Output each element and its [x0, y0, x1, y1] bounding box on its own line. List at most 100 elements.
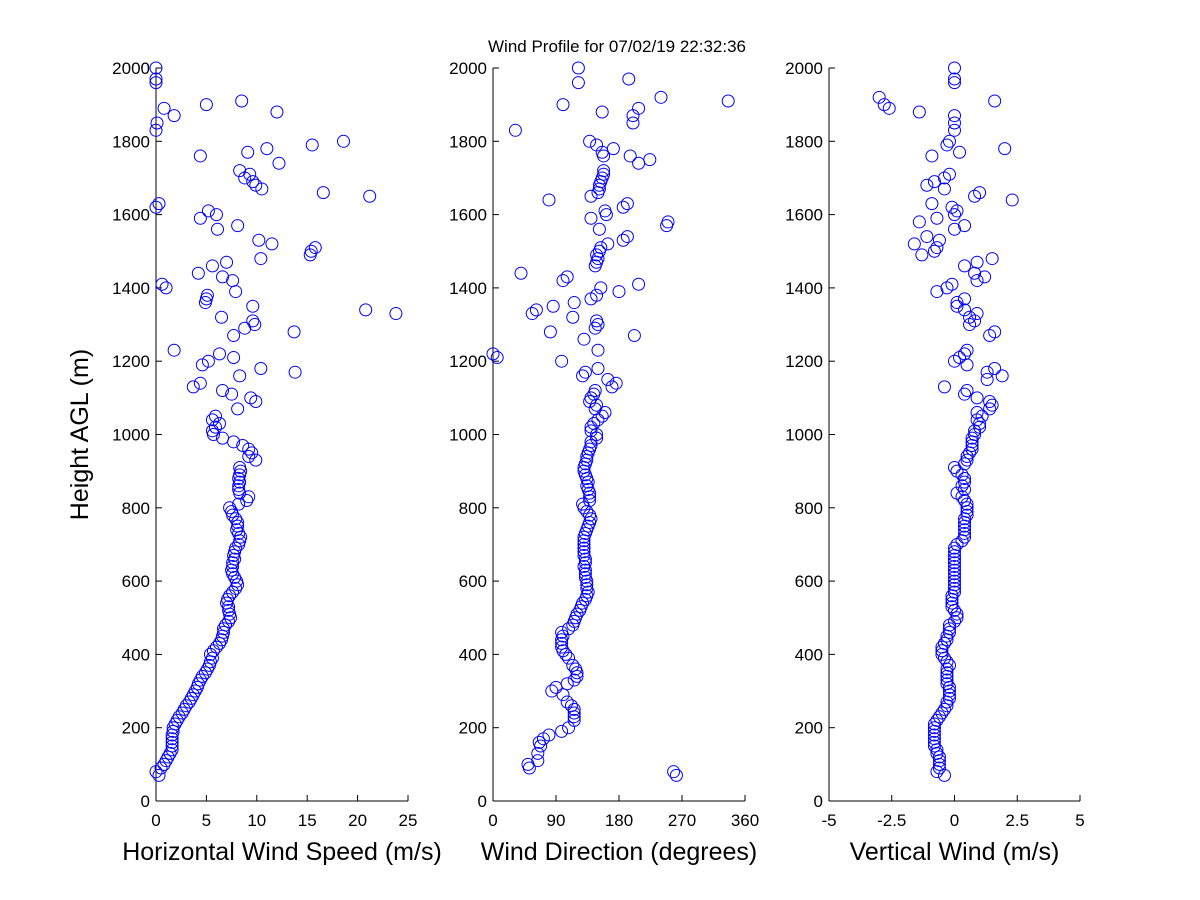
x-axis-label: Wind Direction (degrees) — [481, 838, 758, 866]
data-point — [950, 607, 964, 621]
data-point — [490, 351, 504, 365]
data-point — [590, 248, 604, 262]
panel-vertical-wind: 0 200 400 600 800 1000 1200 1400 1600 1800 2000 -5 -… — [785, 59, 1085, 866]
y-tick-label: 2000 — [785, 59, 823, 78]
data-point — [927, 735, 941, 749]
data-point — [225, 504, 239, 518]
data-point — [948, 614, 961, 628]
data-point — [193, 673, 207, 687]
data-point — [632, 156, 646, 170]
data-point — [948, 585, 961, 599]
data-point — [576, 369, 590, 383]
data-point — [580, 581, 594, 595]
y-tick-label: 1800 — [785, 132, 823, 151]
data-point — [948, 552, 961, 566]
data-point — [556, 98, 570, 112]
data-point — [231, 219, 245, 233]
data-point — [154, 761, 168, 775]
data-point — [970, 274, 984, 288]
data-point — [915, 248, 929, 262]
x-tick-label: 15 — [298, 811, 317, 830]
data-point — [595, 105, 609, 119]
data-point — [222, 600, 236, 614]
data-point — [597, 164, 611, 178]
data-point — [927, 717, 941, 731]
data-point — [166, 721, 180, 735]
data-point — [955, 479, 969, 493]
data-point — [948, 460, 961, 474]
data-point — [667, 765, 681, 779]
data-point — [304, 244, 318, 258]
data-point — [231, 402, 245, 416]
data-point — [958, 292, 972, 306]
data-point — [578, 570, 592, 584]
data-point — [940, 677, 954, 691]
data-point — [937, 636, 951, 650]
data-point — [216, 431, 230, 445]
data-point — [229, 581, 243, 595]
figure-title: Wind Profile for 07/02/19 22:32:36 — [488, 37, 746, 56]
data-point — [246, 299, 260, 313]
data-point — [1005, 193, 1019, 207]
data-point — [232, 526, 246, 540]
data-point — [200, 662, 214, 676]
data-point — [960, 508, 974, 522]
data-point — [973, 186, 987, 200]
data-point — [930, 765, 944, 779]
data-point — [222, 603, 236, 617]
x-tick-label: 5 — [1075, 811, 1084, 830]
data-point — [209, 208, 223, 222]
data-point — [193, 149, 207, 163]
y-tick-label: 1400 — [449, 279, 487, 298]
data-point — [960, 384, 974, 398]
data-point — [953, 145, 967, 159]
data-point — [940, 138, 954, 152]
data-point — [584, 211, 598, 225]
data-point — [577, 537, 591, 551]
data-point — [571, 76, 585, 90]
data-point — [521, 757, 535, 771]
data-point — [200, 288, 214, 302]
data-point — [287, 325, 301, 339]
data-point — [175, 706, 189, 720]
y-tick-label: 400 — [795, 645, 823, 664]
data-point — [235, 94, 249, 108]
data-point — [221, 592, 235, 606]
x-tick-label: 0 — [950, 811, 959, 830]
data-point — [542, 728, 556, 742]
data-point — [948, 76, 961, 90]
data-point — [208, 420, 222, 434]
x-axis-label: Horizontal Wind Speed (m/s) — [122, 838, 442, 866]
data-point — [970, 307, 984, 321]
data-point — [960, 497, 974, 511]
data-point — [942, 658, 956, 672]
data-point — [950, 611, 964, 625]
data-point — [210, 222, 224, 236]
data-point — [226, 559, 240, 573]
data-point — [223, 589, 237, 603]
data-point — [948, 570, 961, 584]
y-tick-label: 1200 — [449, 352, 487, 371]
data-point — [948, 208, 961, 222]
data-point — [556, 688, 570, 702]
data-point — [948, 581, 961, 595]
data-point — [198, 666, 212, 680]
data-point — [184, 691, 198, 705]
data-point — [288, 365, 302, 379]
data-point — [159, 281, 173, 295]
data-point — [233, 369, 247, 383]
data-point — [249, 453, 263, 467]
data-point — [260, 142, 274, 156]
y-tick-label: 1000 — [785, 426, 823, 445]
data-point — [958, 493, 972, 507]
data-point — [555, 636, 569, 650]
data-point — [252, 233, 266, 247]
y-tick-label: 1600 — [785, 206, 823, 225]
data-point — [149, 72, 163, 86]
data-point — [980, 373, 994, 387]
data-point — [543, 325, 557, 339]
data-point — [588, 384, 602, 398]
y-tick-label: 400 — [122, 645, 150, 664]
data-point — [616, 233, 630, 247]
